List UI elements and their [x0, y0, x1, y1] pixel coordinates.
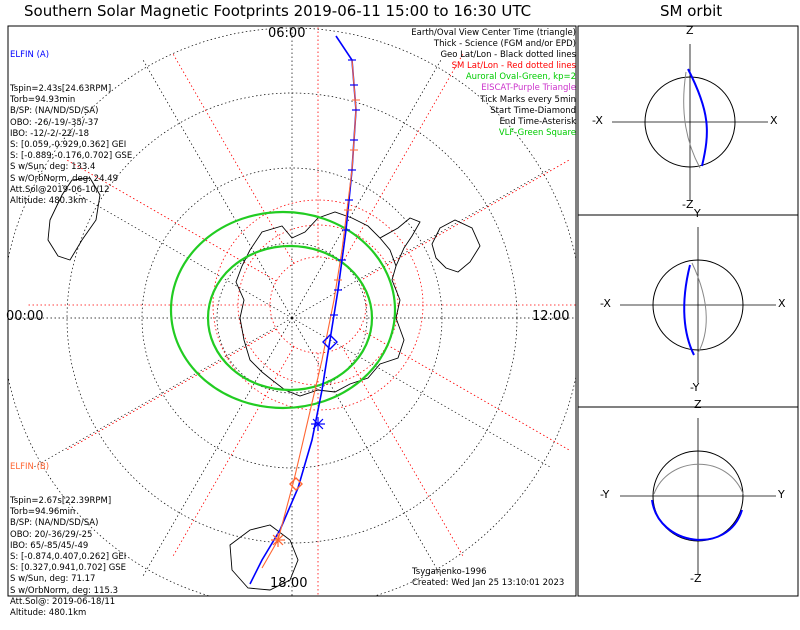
auroral-oval-outer — [169, 210, 397, 410]
orbit-track-a — [683, 264, 695, 356]
sm-lon-line — [341, 53, 464, 264]
orbit-track-gray — [691, 262, 707, 354]
info-line: Tspin=2.67s[22.39RPM] — [10, 496, 112, 507]
info-line: Altitude: 480.3km — [10, 196, 87, 207]
mlt-label-bottom: 18:00 — [270, 576, 308, 591]
antarctic-peninsula — [379, 217, 421, 267]
geo-lon-line — [141, 317, 293, 578]
info-line: OBO: 20/-36/29/-25 — [10, 529, 93, 540]
elfin-b-info: ELFIN (B) Tspin=2.67s[22.39RPM] Torb=94.9… — [10, 440, 126, 630]
asterisk-stroke — [272, 534, 284, 546]
sm-lon-line — [359, 159, 570, 282]
orbit-axis-label-top: Y — [694, 207, 701, 220]
info-line: Altitude: 480.1km — [10, 608, 87, 619]
legend-entry: Geo Lat/Lon - Black dotted lines — [440, 50, 576, 61]
info-line: S w/Sun, deg: 133.4 — [10, 162, 96, 173]
orbit-track-gray — [683, 71, 701, 169]
polar-footprint-map — [7, 25, 577, 597]
orbit-axis-label-right: X — [778, 297, 786, 310]
legend-entry: End Time-Asterisk — [499, 116, 576, 127]
mlt-label-right: 12:00 — [532, 309, 570, 324]
sm-lon-line — [66, 328, 277, 451]
auroral-oval — [169, 210, 397, 410]
info-line: S w/OrbNorm, deg: 115.3 — [10, 585, 119, 596]
orbit-frame — [577, 25, 799, 597]
info-line: Att.Sol@: 2019-06-18/11 — [10, 596, 116, 607]
info-line: IBO: -12/-2/-22/-18 — [10, 128, 90, 139]
orbit-axis-label-left: -X — [592, 114, 603, 127]
mlt-label-left: 00:00 — [6, 309, 44, 324]
sm-lon-line — [341, 346, 464, 557]
info-line: S: [0.059,-0.929,0.362] GEI — [10, 140, 127, 151]
info-line: S w/OrbNorm, deg: 24.49 — [10, 173, 119, 184]
figure-canvas — [7, 25, 799, 597]
model-credit: Tsyganenko-1996 — [412, 567, 487, 577]
legend: Earth/Oval View Center Time (triangle) Th… — [411, 28, 576, 139]
elfin-b-track — [261, 59, 357, 569]
antarctica-outline — [235, 211, 405, 397]
geo-lon-line — [291, 167, 552, 319]
start-diamond-b — [289, 477, 303, 491]
orbit-axis-label-right: Y — [778, 488, 785, 501]
mlt-label-top: 06:00 — [268, 26, 306, 41]
orbit-track-gray — [653, 463, 745, 497]
asterisk-stroke — [312, 418, 324, 430]
created-credit: Created: Wed Jan 25 13:10:01 2023 — [412, 578, 565, 588]
orbit-axis-label-bottom: -Z — [682, 198, 694, 211]
orbit-axis-label-left: -Y — [600, 488, 610, 501]
info-line: S: [-0.874,0.407,0.262] GEI — [10, 552, 127, 563]
legend-entry: Auroral Oval-Green, kp=2 — [465, 72, 576, 83]
info-line: Torb=94.96min — [10, 507, 76, 518]
geo-lat-circle — [216, 242, 368, 394]
elfin-a-track — [249, 35, 357, 585]
orbit-axis-label-left: -X — [600, 297, 611, 310]
info-line: S: [0.327,0.941,0.702] GSE — [10, 563, 127, 574]
satellite-tracks — [249, 35, 360, 585]
info-line: Torb=94.93min — [10, 95, 76, 106]
orbit-track-a — [687, 68, 708, 167]
info-line: S w/Sun, deg: 71.17 — [10, 574, 96, 585]
sm-lon-line — [172, 346, 295, 557]
elfin-b-lines: Tspin=2.67s[22.39RPM] Torb=94.96min B/SP: … — [10, 496, 126, 619]
africa-outline — [47, 177, 101, 261]
end-asterisk-b — [271, 533, 285, 547]
sm-lon-line — [172, 53, 295, 264]
info-line: S: [-0.889,-0.176,0.702] GSE — [10, 151, 133, 162]
legend-entry: EISCAT-Purple Triangle — [481, 83, 576, 94]
end-asterisk — [311, 417, 325, 431]
orbit-axis-label-bottom: -Y — [690, 381, 700, 394]
info-line: Att.Sol@2019-06-10/12 — [10, 184, 110, 195]
orbit-title: SM orbit — [660, 2, 723, 20]
sm-lon-line — [359, 328, 570, 451]
orbit-axis-label-top: Z — [686, 24, 694, 37]
legend-entry: Thick - Science (FGM and/or EPD) — [433, 39, 576, 50]
orbit-track-a — [651, 499, 743, 541]
start-diamond — [322, 334, 338, 350]
elfin-b-header: ELFIN (B) — [10, 462, 50, 473]
legend-entry: Earth/Oval View Center Time (triangle) — [411, 28, 576, 38]
legend-entry: SM Lat/Lon - Red dotted lines — [451, 61, 576, 72]
info-line: Tspin=2.43s[24.63RPM] — [10, 84, 112, 95]
south-america-outline — [431, 219, 481, 273]
map-title: Southern Solar Magnetic Footprints 2019-… — [24, 2, 532, 20]
orbit-axis-label-top: Z — [694, 398, 702, 411]
legend-entry: VLF-Green Square — [498, 127, 576, 138]
info-line: IBO: 65/-85/45/-49 — [10, 540, 89, 551]
orbit-axis-label-bottom: -Z — [690, 572, 702, 585]
legend-entry: Start Time-Diamond — [490, 105, 576, 116]
elfin-a-info: ELFIN (A) Tspin=2.43s[24.63RPM] Torb=94.9… — [10, 28, 132, 218]
info-line: OBO: -26/-19/-35/-37 — [10, 117, 99, 128]
australia-outline — [229, 524, 299, 591]
elfin-a-header: ELFIN (A) — [10, 50, 50, 61]
elfin-a-lines: Tspin=2.43s[24.63RPM] Torb=94.93min B/SP: … — [10, 84, 132, 207]
legend-entry: Tick Marks every 5min — [480, 94, 576, 105]
geo-lon-line — [291, 317, 552, 469]
orbit-axis-label-right: X — [770, 114, 778, 127]
info-line: B/SP: (NA/ND/SD/SA) — [10, 106, 99, 117]
geo-lat-circle — [141, 167, 443, 469]
sm-orbit-panels — [577, 25, 799, 597]
auroral-oval-inner — [206, 244, 374, 392]
info-line: B/SP: (NA/ND/SD/SA) — [10, 518, 99, 529]
geo-latlon-grid — [8, 26, 576, 596]
